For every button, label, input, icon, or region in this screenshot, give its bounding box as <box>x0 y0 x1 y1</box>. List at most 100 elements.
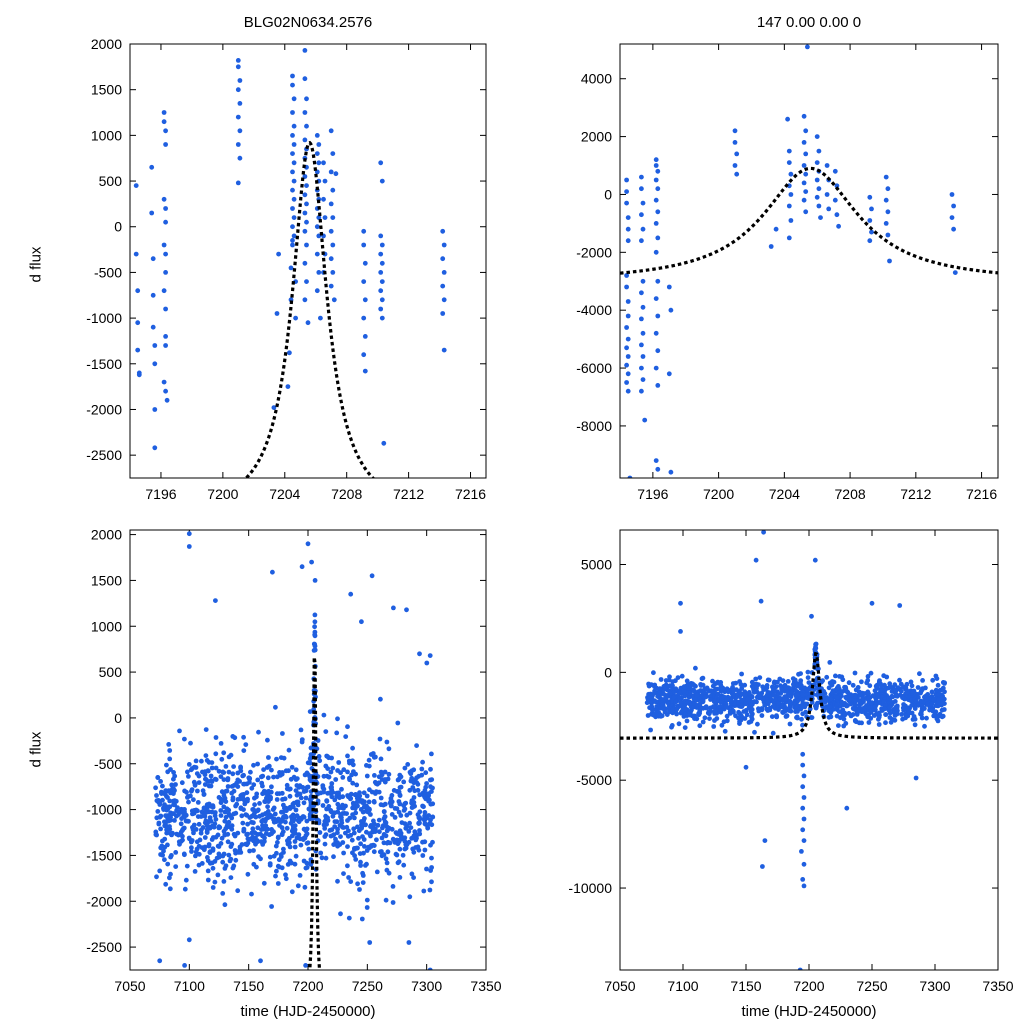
data-point <box>411 800 417 805</box>
data-point <box>329 794 335 800</box>
data-point <box>653 221 659 226</box>
data-point <box>235 87 241 93</box>
x-tick-label: 7200 <box>292 978 323 994</box>
data-point <box>335 716 340 722</box>
data-point <box>857 689 862 695</box>
data-point <box>206 842 212 847</box>
data-point <box>766 677 772 683</box>
data-point <box>702 694 708 700</box>
data-point <box>257 801 262 806</box>
x-tick-label: 7196 <box>145 486 176 502</box>
data-point <box>803 171 809 177</box>
data-point <box>686 712 692 718</box>
data-point <box>154 874 159 880</box>
data-point <box>773 226 779 232</box>
data-point <box>233 857 239 863</box>
data-point <box>173 850 179 855</box>
data-point <box>163 142 169 147</box>
data-point <box>361 315 367 321</box>
data-point <box>302 884 308 890</box>
data-point <box>805 44 810 50</box>
data-point <box>163 219 169 225</box>
data-point <box>383 856 389 862</box>
data-point <box>293 853 299 859</box>
data-point <box>167 875 172 881</box>
data-point <box>305 784 311 790</box>
data-point <box>351 830 357 836</box>
data-point <box>318 850 324 856</box>
data-point <box>639 212 644 218</box>
data-point <box>298 795 304 801</box>
y-tick-label: -4000 <box>576 302 612 318</box>
data-point <box>757 675 763 680</box>
data-point <box>625 388 631 394</box>
data-point <box>719 695 725 701</box>
data-point <box>801 140 807 145</box>
data-point <box>788 218 794 223</box>
data-point <box>250 826 256 832</box>
data-point <box>299 564 305 570</box>
plot-area <box>620 44 998 478</box>
data-point <box>343 734 349 739</box>
data-point <box>335 843 340 849</box>
data-point <box>440 311 446 316</box>
data-point <box>239 842 245 847</box>
data-point <box>184 863 190 869</box>
data-point <box>271 405 277 410</box>
data-point <box>152 361 158 367</box>
data-point <box>339 786 344 792</box>
data-point <box>869 206 874 212</box>
data-point <box>216 768 222 774</box>
data-point <box>213 735 219 740</box>
data-point <box>301 789 307 794</box>
x-tick-label: 7250 <box>856 978 887 994</box>
data-point <box>929 707 935 713</box>
panel-top-left: 7196 7200 7204 7208 7212 7216 -2500 -2000 -1500 -… <box>86 36 487 502</box>
data-point <box>163 270 169 275</box>
data-point <box>210 846 216 852</box>
data-point <box>182 736 187 742</box>
data-point <box>228 752 234 758</box>
data-point <box>714 716 720 721</box>
data-point <box>213 598 218 603</box>
data-point <box>401 803 407 808</box>
data-point <box>800 697 805 702</box>
data-point <box>881 699 886 704</box>
data-point <box>321 712 327 718</box>
data-point <box>800 805 806 811</box>
data-point <box>278 772 283 778</box>
data-point <box>188 740 193 746</box>
data-point <box>271 774 276 780</box>
data-point <box>291 96 297 102</box>
data-point <box>713 686 718 692</box>
data-point <box>362 297 368 303</box>
data-point <box>390 900 396 905</box>
data-point <box>837 674 842 679</box>
data-point <box>867 683 873 689</box>
data-point <box>639 342 644 348</box>
data-point <box>885 186 891 192</box>
data-point <box>782 708 788 714</box>
data-point <box>834 702 839 707</box>
data-point <box>165 861 171 867</box>
data-point <box>186 762 192 767</box>
data-point <box>358 859 363 865</box>
data-point <box>850 712 856 717</box>
data-point <box>331 832 337 837</box>
data-point <box>220 859 226 865</box>
data-point <box>284 782 290 788</box>
data-point <box>232 735 238 741</box>
data-point <box>663 695 669 701</box>
data-point <box>225 784 231 789</box>
data-point <box>208 773 214 779</box>
data-point <box>392 815 398 820</box>
data-point <box>183 877 189 883</box>
data-point <box>235 180 241 186</box>
data-point <box>291 160 297 166</box>
data-point <box>223 788 229 794</box>
data-point <box>800 722 805 728</box>
data-point <box>731 693 736 698</box>
data-point <box>382 801 388 807</box>
y-tick-label: 2000 <box>91 36 122 52</box>
